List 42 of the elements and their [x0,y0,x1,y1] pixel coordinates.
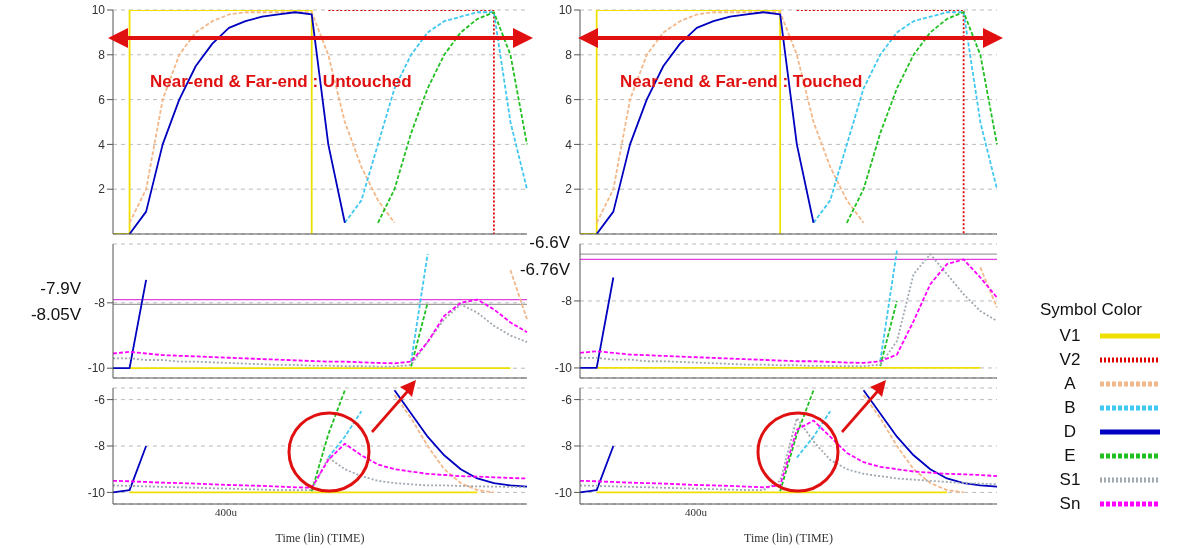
legend-label: V2 [1058,350,1082,370]
line-series [862,394,965,494]
y-tick-label: -8 [561,439,573,454]
line-series [112,442,528,489]
y-tick-label: 2 [98,182,106,197]
legend-label: B [1063,398,1077,418]
legend-label: A [1063,374,1077,394]
text: S1 [1059,470,1081,489]
y-tick-label: 8 [98,48,106,63]
ref-line-label: -6.76V [519,260,571,280]
x-axis-title: Time (lin) (TIME) [275,531,365,545]
line-series [595,11,865,224]
text: 400u [215,506,237,518]
legend-label: V1 [1058,326,1082,346]
line-series [393,394,495,494]
x-axis-title: Time (lin) (TIME) [744,531,833,545]
y-tick-label: 4 [565,137,573,152]
y-tick-label: -8 [94,439,106,454]
y-tick-label: 4 [98,137,106,152]
line-series [112,456,528,491]
y-tick-label: 2 [565,182,573,197]
text: 400u [685,506,707,518]
y-tick-label: 10 [558,3,573,18]
ref-line-label: -7.9V [40,278,82,298]
y-tick-label: -10 [554,485,573,500]
y-tick-label: -6 [561,392,573,407]
legend-label: D [1062,422,1078,442]
y-tick-label: 8 [565,48,573,63]
y-tick-label: 10 [91,3,106,18]
y-tick-label: -10 [87,485,106,500]
y-tick-label: -8 [561,294,573,309]
ref-line-label: -8.05V [30,305,82,325]
ref-line-label: -6.6V [529,233,571,253]
text: Sn [1059,494,1081,513]
legend-title: Symbol Color [1040,300,1144,320]
legend-label: E [1063,446,1077,466]
y-tick-label: -10 [554,361,573,376]
y-tick-label: -6 [94,392,106,407]
y-tick-label: 6 [565,92,573,107]
y-tick-label: 6 [98,92,106,107]
y-tick-label: -10 [87,361,106,376]
y-tick-label: -8 [94,296,106,311]
